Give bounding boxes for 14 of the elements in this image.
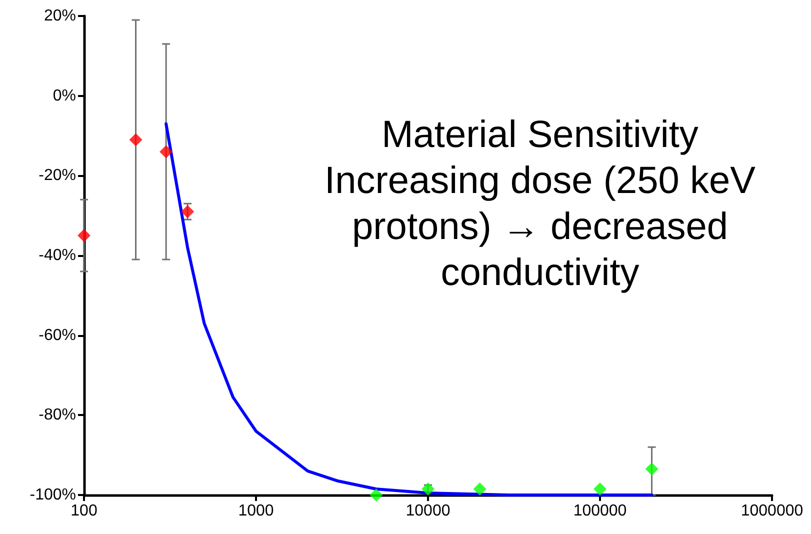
x-tick-label: 100 <box>70 502 98 520</box>
x-tick-label: 100000 <box>573 502 627 520</box>
y-tick-label: -60% <box>38 326 76 344</box>
y-tick-label: -20% <box>38 167 76 184</box>
x-tick-label: 1000 <box>238 502 274 520</box>
y-tick-label: 0% <box>52 87 76 104</box>
x-tick-label: 1000000 <box>740 502 804 520</box>
annotation: Material Sensitivity <box>382 114 698 156</box>
x-tick-label: 10000 <box>406 502 450 520</box>
y-tick-label: 20% <box>44 8 76 24</box>
annotation: Increasing dose (250 keV protons) → decreased conductivity <box>324 160 756 294</box>
y-tick-label: -100% <box>30 486 76 504</box>
y-tick-label: -80% <box>38 406 76 424</box>
y-tick-label: -40% <box>38 247 76 264</box>
